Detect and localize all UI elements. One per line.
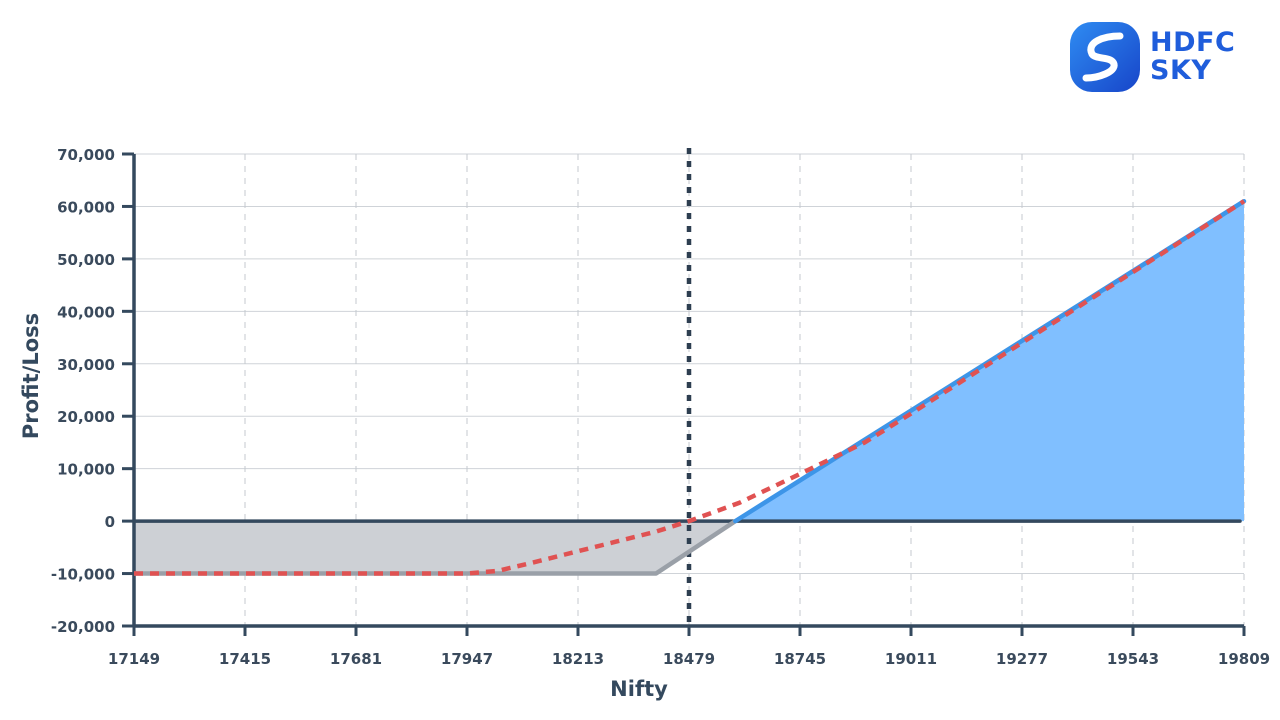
x-tick-label: 18479	[663, 650, 715, 668]
x-tick-label: 19277	[996, 650, 1048, 668]
payoff-line-loss	[134, 519, 737, 576]
x-tick-label: 19809	[1218, 650, 1270, 668]
brand-line-2: SKY	[1150, 55, 1212, 86]
x-tick-label: 19011	[885, 650, 937, 668]
hdfc-sky-logo-icon	[1070, 22, 1140, 92]
x-tick-label: 18213	[552, 650, 604, 668]
x-tick-label: 17149	[108, 650, 160, 668]
x-tick-label: 17415	[219, 650, 271, 668]
profit-area	[735, 201, 1244, 522]
y-tick-label: 60,000	[57, 198, 115, 216]
y-tick-label: 20,000	[57, 408, 115, 426]
y-tick-labels: -20,000 -10,000 0 10,000 20,000 30,000 40,000 5…	[51, 146, 115, 636]
hdfc-sky-logo: HDFC SKY	[1068, 20, 1235, 94]
payoff-lines	[134, 148, 1247, 626]
x-tick-labels: 17149 17415 17681 17947 18213 18479 18745 19011…	[108, 650, 1270, 668]
y-tick-label: 50,000	[57, 251, 115, 269]
brand-name: HDFC SKY	[1150, 29, 1235, 85]
grid	[134, 153, 1245, 626]
y-tick-label: -10,000	[51, 566, 115, 584]
y-tick-label: -20,000	[51, 618, 115, 636]
y-axis-title: Profit/Loss	[19, 313, 43, 439]
x-tick-label: 17947	[441, 650, 493, 668]
y-tick-label: 0	[105, 513, 115, 531]
x-tick-label: 17681	[330, 650, 382, 668]
payoff-curve-dashed	[134, 199, 1246, 576]
brand-line-1: HDFC	[1150, 27, 1236, 58]
x-tick-label: 19543	[1107, 650, 1159, 668]
loss-area	[134, 521, 736, 574]
y-tick-label: 30,000	[57, 356, 115, 374]
axes	[122, 152, 1246, 636]
y-tick-label: 40,000	[57, 303, 115, 321]
x-axis-title: Nifty	[610, 677, 668, 701]
payoff-fill	[134, 201, 1244, 574]
y-tick-label: 10,000	[57, 461, 115, 479]
x-tick-label: 18745	[774, 650, 826, 668]
y-tick-label: 70,000	[57, 146, 115, 164]
